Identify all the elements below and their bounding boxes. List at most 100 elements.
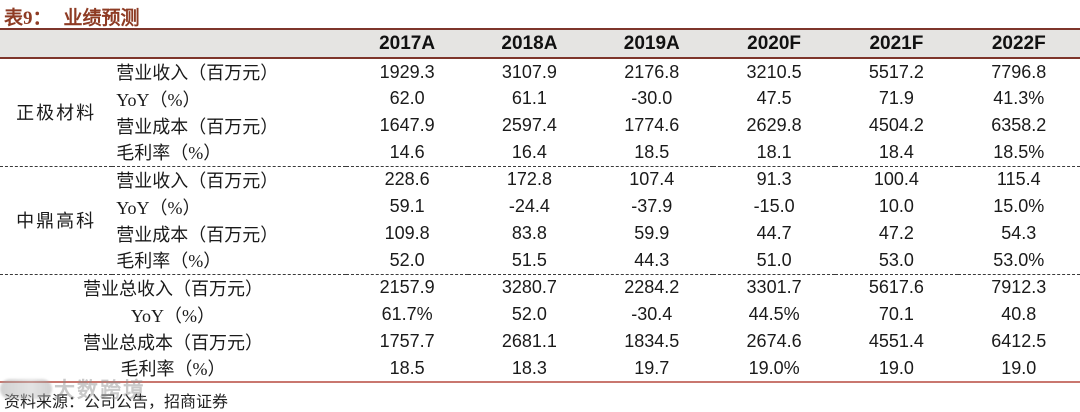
value-cell: 3280.7 [501, 277, 557, 298]
value-cell: 83.8 [511, 223, 547, 243]
metric-label: 营业成本（百万元） [116, 224, 279, 245]
value-cell: 1834.5 [624, 331, 680, 351]
value-cell: 1774.6 [624, 115, 680, 135]
metric-label: 营业总成本（百万元） [82, 332, 263, 353]
value-cell: 228.6 [384, 169, 430, 190]
table-row: 中鼎高科 营业收入（百万元） 228.6 172.8 107.4 91.3 100.4 115… [0, 166, 1080, 275]
table-row: YoY（%） 61.7% 52.0 -30.4 44.5% 70.1 40.8 [0, 301, 1080, 328]
value-cell: 52.0 [511, 304, 547, 324]
value-cell: 1647.9 [379, 115, 435, 135]
value-cell: 19.7 [590, 355, 713, 383]
value-cell: 59.1 [389, 196, 425, 216]
value-cell: 71.9 [878, 88, 914, 108]
value-cell: 115.4 [996, 169, 1041, 190]
table-row: 营业成本（百万元） 1647.9 2597.4 1774.6 2629.8 4504.2 6… [0, 112, 1080, 139]
table-row: 毛利率（%） 18.5 18.3 19.7 19.0% 19.0 19.0 [0, 355, 1080, 383]
metric-label: 营业收入（百万元） [116, 63, 279, 83]
metric-label: YoY（%） [130, 305, 216, 326]
value-cell: 61.1 [511, 88, 547, 108]
value-cell: -15.0 [753, 196, 795, 216]
value-cell: 4504.2 [868, 115, 924, 135]
value-cell: 3210.5 [746, 61, 802, 82]
value-cell: 3301.7 [746, 277, 802, 298]
value-cell: 2176.8 [624, 61, 680, 82]
value-cell: 107.4 [629, 169, 675, 190]
table-body: 正极材料 营业收入（百万元） 1929.3 3107.9 2176.8 3210.5 551… [0, 58, 1080, 383]
value-cell: 59.9 [634, 223, 670, 243]
value-cell: 7796.8 [991, 61, 1047, 82]
value-cell: 4551.4 [868, 331, 924, 351]
value-cell: 18.5 [345, 355, 469, 383]
value-cell: 100.4 [873, 169, 919, 190]
value-cell: 70.1 [878, 304, 914, 324]
value-cell: 6358.2 [991, 115, 1047, 135]
table-row: 营业总收入（百万元） 2157.9 3280.7 2284.2 3301.7 5617.6… [0, 274, 1080, 301]
metric-label: 营业成本（百万元） [116, 116, 279, 137]
source-note: 资料来源：公司公告，招商证券 [4, 394, 229, 411]
value-cell: 62.0 [389, 88, 425, 108]
value-cell: 3107.9 [501, 61, 557, 82]
metric-label: 营业总收入（百万元） [82, 278, 263, 299]
value-cell: 6412.5 [991, 331, 1047, 351]
year-column-header: 2017A [345, 28, 469, 59]
value-cell: 53.0 [835, 247, 958, 275]
table-row: 毛利率（%） 52.0 51.5 44.3 51.0 53.0 53.0% [0, 247, 1080, 275]
metric-label: 毛利率（%） [112, 139, 346, 167]
value-cell: 53.0% [957, 247, 1080, 275]
table-row: 营业成本（百万元） 109.8 83.8 59.9 44.7 47.2 54.3 [0, 220, 1080, 247]
forecast-table: 2017A 2018A 2019A 2020F 2021F 2022F 正极材料 营业收入（… [0, 28, 1080, 383]
value-cell: 41.3% [993, 88, 1045, 108]
value-cell: 5617.6 [868, 277, 924, 298]
table-row: YoY（%） 62.0 61.1 -30.0 47.5 71.9 41.3% [0, 85, 1080, 112]
segment-label: 正极材料 [0, 58, 113, 167]
value-cell: 5517.2 [868, 61, 924, 82]
value-cell: 44.3 [590, 247, 713, 275]
table-row: 毛利率（%） 14.6 16.4 18.5 18.1 18.4 18.5% [0, 139, 1080, 167]
value-cell: 2157.9 [379, 277, 435, 298]
value-cell: 47.5 [756, 88, 792, 108]
value-cell: 16.4 [468, 139, 591, 167]
value-cell: 51.0 [712, 247, 836, 275]
value-cell: 18.1 [712, 139, 836, 167]
value-cell: 40.8 [1001, 304, 1037, 324]
table-row: 营业总成本（百万元） 1757.7 2681.1 1834.5 2674.6 4551.4… [0, 328, 1080, 355]
value-cell: 19.0% [712, 355, 836, 383]
value-cell: 54.3 [1001, 223, 1037, 243]
value-cell: 2674.6 [746, 331, 802, 351]
year-column-header: 2018A [468, 28, 591, 59]
metric-label: 毛利率（%） [112, 247, 346, 275]
value-cell: 47.2 [878, 223, 914, 243]
value-cell: 2681.1 [501, 331, 557, 351]
table-title: 表9： 业绩预测 [0, 0, 1080, 29]
value-cell: 52.0 [345, 247, 469, 275]
metric-label: YoY（%） [116, 89, 201, 110]
value-cell: 18.5% [957, 139, 1080, 167]
value-cell: -30.4 [631, 304, 673, 324]
value-cell: 19.0 [957, 355, 1080, 383]
value-cell: 2629.8 [746, 115, 802, 135]
value-cell: 1929.3 [379, 61, 435, 82]
value-cell: -37.9 [631, 196, 673, 216]
value-cell: 7912.3 [991, 277, 1047, 298]
value-cell: 91.3 [756, 169, 792, 190]
table-number: 表9： [4, 7, 52, 29]
value-cell: 15.0% [993, 196, 1045, 216]
table-title-text: 业绩预测 [63, 7, 140, 29]
year-column-header: 2021F [835, 28, 958, 59]
metric-label: YoY（%） [116, 197, 201, 218]
year-column-header: 2022F [957, 28, 1080, 59]
metric-label: 营业收入（百万元） [116, 170, 279, 191]
metric-label: 毛利率（%） [0, 355, 346, 383]
value-cell: 10.0 [878, 196, 914, 216]
value-cell: -24.4 [508, 196, 550, 216]
segment-label: 中鼎高科 [0, 166, 113, 275]
year-column-header: 2020F [712, 28, 836, 59]
table-row: YoY（%） 59.1 -24.4 -37.9 -15.0 10.0 15.0% [0, 193, 1080, 220]
value-cell: 2597.4 [501, 115, 557, 135]
header-spacer [0, 28, 346, 59]
table-row: 正极材料 营业收入（百万元） 1929.3 3107.9 2176.8 3210.5 551… [0, 58, 1080, 167]
value-cell: 44.5% [748, 304, 800, 324]
value-cell: 2284.2 [624, 277, 680, 298]
header-row: 2017A 2018A 2019A 2020F 2021F 2022F [0, 28, 1080, 59]
value-cell: 51.5 [468, 247, 591, 275]
